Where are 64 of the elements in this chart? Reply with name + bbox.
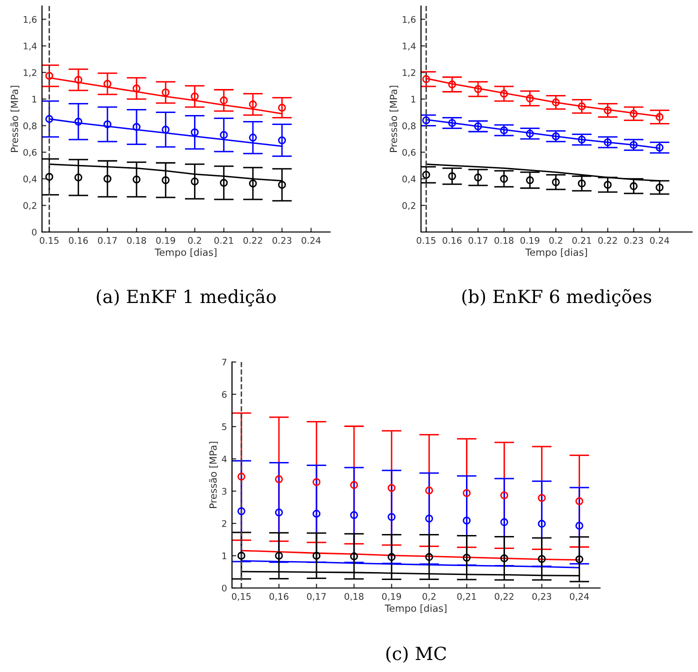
x-tick-label: 0.23 xyxy=(624,237,643,244)
y-tick-label: 3 xyxy=(222,488,226,495)
x-tick-label: 0.2 xyxy=(188,237,201,244)
y-tick-label: 0,6 xyxy=(402,148,416,157)
x-tick-label: 0,18 xyxy=(344,593,364,601)
x-tick-label: 0.22 xyxy=(243,237,262,244)
x-tick-label: 0.15 xyxy=(416,237,436,244)
x-axis-title: Tempo [dias] xyxy=(154,248,216,258)
y-tick-label: 5 xyxy=(222,423,226,430)
x-tick-label: 0,2 xyxy=(422,593,436,601)
x-tick-label: 0.24 xyxy=(650,237,670,244)
y-tick-label: 0,8 xyxy=(402,122,416,130)
x-tick-label: 0.24 xyxy=(302,237,321,244)
x-tick-label: 0,17 xyxy=(307,593,326,601)
x-tick-label: 0,21 xyxy=(457,593,476,601)
y-tick-label: 1 xyxy=(411,96,416,102)
y-tick-label: 1,6 xyxy=(402,16,416,24)
x-tick-label: 0,24 xyxy=(570,593,589,601)
y-tick-label: 0,4 xyxy=(23,176,37,184)
y-tick-label: 1,2 xyxy=(24,69,36,77)
x-tick-label: 0.16 xyxy=(68,237,88,244)
y-tick-label: 2 xyxy=(222,520,226,527)
y-tick-label: 0,6 xyxy=(23,148,37,157)
x-tick-label: 0.18 xyxy=(494,237,514,244)
y-tick-label: 0 xyxy=(32,228,37,236)
y-tick-label: 4 xyxy=(222,456,227,462)
y-tick-label: 1,4 xyxy=(24,42,37,50)
y-tick-label: 1,6 xyxy=(24,16,37,24)
y-tick-label: 0 xyxy=(222,584,227,592)
x-axis-title: Tempo [dias] xyxy=(384,604,446,614)
y-tick-label: 0,4 xyxy=(402,176,416,184)
x-tick-label: 0,22 xyxy=(494,593,514,601)
x-tick-label: 0.21 xyxy=(214,237,234,244)
text: (b) EnKF 6 medições xyxy=(462,288,652,306)
x-tick-label: 0.2 xyxy=(549,237,562,244)
y-tick-label: 1 xyxy=(32,96,36,102)
y-tick-label: 1,4 xyxy=(402,42,416,50)
text: (c) MC xyxy=(386,646,446,663)
x-tick-label: 0,19 xyxy=(382,593,402,601)
y-tick-label: 1,2 xyxy=(402,69,416,77)
y-tick-label: 7 xyxy=(222,358,226,366)
x-tick-label: 0.19 xyxy=(520,237,540,244)
x-tick-label: 0.23 xyxy=(272,237,292,244)
y-axis-title: Pressão [MPa] xyxy=(389,86,398,152)
y-tick-label: 0,2 xyxy=(402,202,416,210)
y-tick-label: 0,2 xyxy=(23,202,36,210)
x-tick-label: 0,15 xyxy=(232,593,251,601)
x-tick-label: 0.18 xyxy=(127,237,146,244)
x-axis-title: Tempo [dias] xyxy=(525,248,587,258)
x-tick-label: 0,23 xyxy=(532,593,552,601)
x-tick-label: 0,16 xyxy=(269,593,288,601)
x-tick-label: 0.17 xyxy=(98,237,117,244)
y-axis-title: Pressão [MPa] xyxy=(209,442,218,508)
y-axis-title: Pressão [MPa] xyxy=(10,86,20,152)
text: (a) EnKF 1 medição xyxy=(96,288,276,306)
x-tick-label: 0.22 xyxy=(598,237,617,244)
y-tick-label: 0,8 xyxy=(23,122,37,130)
x-tick-label: 0.21 xyxy=(572,237,591,244)
x-tick-label: 0.15 xyxy=(40,237,59,244)
y-tick-label: 6 xyxy=(222,391,227,398)
y-tick-label: 1 xyxy=(222,552,226,560)
x-tick-label: 0.17 xyxy=(468,237,488,244)
x-tick-label: 0.19 xyxy=(156,237,176,244)
x-tick-label: 0.16 xyxy=(442,237,462,244)
